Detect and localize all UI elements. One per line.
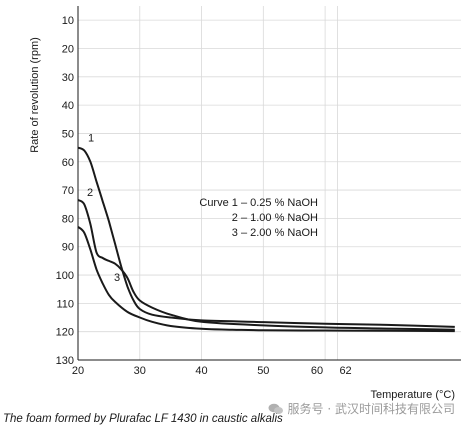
y-tick-label: 20 — [62, 43, 74, 55]
figure-caption: The foam formed by Plurafac LF 1430 in c… — [3, 413, 283, 425]
series-line-1 — [77, 146, 455, 328]
y-tick-label: 10 — [62, 15, 74, 27]
chart-legend: Curve 1 – 0.25 % NaOH 2 – 1.00 % NaOH 3 – … — [199, 197, 318, 239]
x-axis-label: Temperature (°C) — [371, 389, 455, 401]
chart-axes — [77, 6, 461, 361]
series-line-3 — [77, 226, 455, 333]
y-tick-label: 110 — [56, 298, 74, 310]
y-tick-label: 100 — [56, 270, 74, 282]
y-tick-label: 40 — [62, 100, 74, 112]
x-tick-label: 60 — [311, 365, 323, 377]
legend-entry-1: Curve 1 – 0.25 % NaOH — [199, 197, 318, 209]
x-tick-label: 62 — [339, 365, 351, 377]
x-tick-label: 30 — [134, 365, 146, 377]
x-tick-label: 50 — [257, 365, 269, 377]
watermark-text: 服务号 · 武汉时间科技有限公司 — [287, 402, 455, 416]
series-label-2: 2 — [87, 187, 93, 199]
watermark: 服务号 · 武汉时间科技有限公司 — [268, 400, 455, 417]
y-tick-label: 70 — [62, 185, 74, 197]
legend-entry-2: 2 – 1.00 % NaOH — [232, 212, 318, 224]
wechat-icon — [268, 403, 283, 414]
series-line-2 — [77, 199, 455, 331]
y-axis-label: Rate of revolution (rpm) — [29, 37, 41, 153]
y-tick-label: 30 — [62, 72, 74, 84]
chart-series — [77, 146, 455, 333]
y-tick-label: 80 — [62, 213, 74, 225]
legend-entry-3: 3 – 2.00 % NaOH — [232, 227, 318, 239]
chart-grid — [77, 6, 461, 361]
x-tick-label: 20 — [72, 365, 84, 377]
series-label-3: 3 — [114, 272, 120, 284]
y-tick-label: 60 — [62, 157, 74, 169]
x-tick-label: 40 — [195, 365, 207, 377]
y-tick-label: 130 — [56, 355, 74, 367]
chart-labels: 1 2 3 — [87, 133, 120, 284]
y-tick-label: 90 — [62, 242, 74, 254]
y-tick-label: 120 — [56, 327, 74, 339]
series-label-1: 1 — [88, 133, 94, 145]
y-tick-label: 50 — [62, 128, 74, 140]
